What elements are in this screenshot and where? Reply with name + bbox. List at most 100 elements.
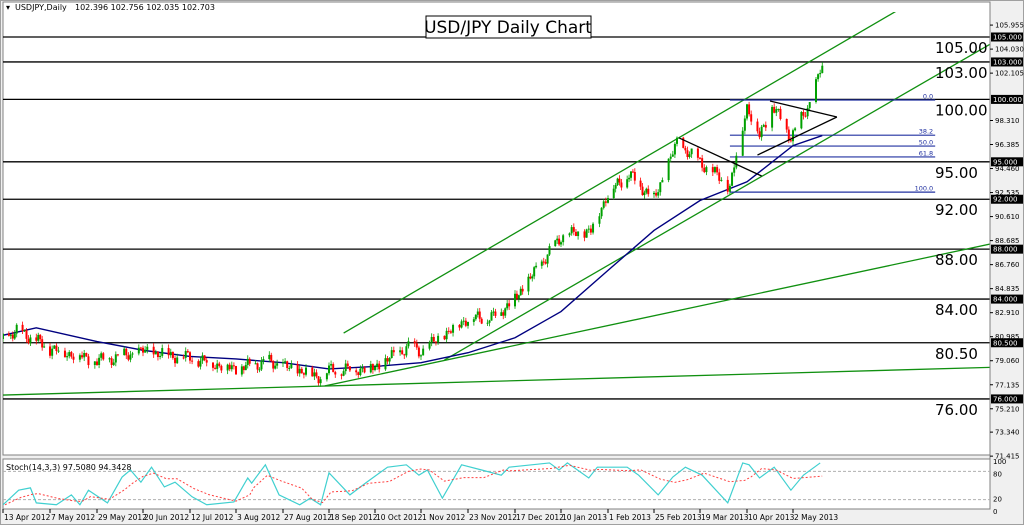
- candle-body: [254, 363, 257, 365]
- candle: [612, 184, 615, 200]
- candle: [384, 354, 387, 371]
- candle-body: [701, 158, 704, 168]
- y-tick-label: 92.535: [995, 189, 1020, 197]
- candle-body: [705, 167, 708, 173]
- candle-body: [21, 324, 24, 331]
- candle: [618, 175, 621, 186]
- candle-body: [542, 261, 545, 263]
- fib-level-label: 61.8: [919, 149, 933, 157]
- candle-body: [114, 354, 117, 363]
- candle: [70, 351, 73, 359]
- candle-body: [460, 321, 463, 328]
- candle: [682, 136, 685, 149]
- candle: [235, 365, 237, 375]
- dropdown-arrow-icon[interactable]: ▾: [6, 3, 10, 12]
- candle-body: [657, 192, 660, 196]
- candle-body: [771, 106, 774, 128]
- candle-body: [554, 240, 557, 247]
- candle-body: [390, 350, 393, 359]
- candle-body: [232, 365, 235, 367]
- candle: [146, 343, 149, 354]
- candle-body: [476, 311, 479, 315]
- candle-body: [726, 179, 729, 192]
- candle: [72, 353, 75, 364]
- candle-body: [533, 267, 536, 277]
- candle: [55, 343, 58, 355]
- candle-body: [602, 201, 605, 208]
- price-tag-label: 84.000: [993, 296, 1018, 304]
- candle: [313, 368, 316, 381]
- upper-channel-line: [343, 12, 897, 334]
- candle-body: [494, 311, 497, 316]
- price-axis[interactable]: 105.955104.030102.10598.31096.38594.4609…: [989, 2, 1024, 509]
- candle-body: [488, 320, 491, 323]
- candle: [540, 259, 543, 269]
- candle: [205, 357, 208, 367]
- candle: [361, 364, 364, 373]
- candle-body: [449, 331, 452, 333]
- candle: [476, 308, 479, 318]
- candles: [3, 62, 824, 387]
- candle: [78, 353, 81, 363]
- fibonacci-retracement[interactable]: 0.0 38.2 50.0 61.8 100.0: [729, 93, 936, 193]
- symbol-label: USDJPY,Daily: [15, 3, 67, 12]
- candle-body: [800, 111, 803, 129]
- candle: [808, 101, 811, 112]
- candle: [142, 345, 144, 357]
- candle: [35, 333, 38, 345]
- candle: [415, 339, 418, 350]
- candle: [288, 365, 291, 372]
- candle-body: [35, 337, 38, 341]
- candle: [390, 346, 393, 359]
- candle-body: [13, 333, 16, 339]
- candle: [290, 360, 293, 369]
- candle-body: [81, 355, 84, 358]
- candle-body: [502, 312, 505, 316]
- candle-body: [298, 368, 301, 374]
- candle: [176, 353, 179, 364]
- candle-body: [49, 346, 51, 356]
- x-tick-label: 20 Jun 2012: [144, 513, 189, 522]
- candle-body: [514, 293, 516, 307]
- stochastic-panel: [2, 458, 991, 510]
- candle-body: [348, 366, 351, 371]
- candle: [212, 362, 214, 372]
- candle-body: [529, 276, 532, 279]
- candle: [407, 337, 410, 349]
- candle: [467, 321, 469, 329]
- candle-body: [29, 337, 32, 344]
- candle-body: [378, 363, 381, 370]
- candle: [792, 128, 794, 145]
- candle-body: [15, 324, 18, 334]
- candle: [785, 118, 788, 133]
- candle-body: [794, 128, 797, 131]
- candle: [488, 319, 491, 327]
- candle-body: [474, 314, 477, 320]
- candle-body: [558, 238, 561, 245]
- level-label: 88.00: [935, 251, 978, 269]
- candle-body: [139, 347, 142, 349]
- candle: [330, 360, 333, 370]
- candle: [531, 274, 534, 282]
- candle: [560, 240, 562, 248]
- candle: [296, 361, 299, 377]
- x-tick-label: 23 Nov 2012: [469, 513, 517, 522]
- candle: [771, 105, 774, 132]
- candle: [203, 355, 206, 362]
- candle-body: [604, 201, 607, 203]
- candle: [68, 350, 71, 359]
- fib-level-label: 38.2: [919, 128, 933, 136]
- candle-body: [731, 172, 734, 186]
- candle-body: [713, 167, 716, 173]
- candle-body: [258, 369, 261, 371]
- candle: [171, 351, 174, 360]
- candle: [37, 332, 40, 343]
- candle-body: [718, 172, 721, 181]
- candle: [311, 365, 314, 377]
- x-tick-label: 7 May 2012: [51, 513, 95, 522]
- candle: [268, 351, 271, 362]
- candle-body: [504, 308, 507, 316]
- candle-body: [123, 348, 126, 355]
